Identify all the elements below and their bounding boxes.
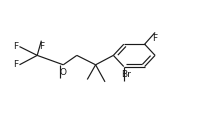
Text: Br: Br (121, 70, 131, 79)
Text: F: F (152, 34, 158, 43)
Text: F: F (39, 42, 44, 51)
Text: O: O (60, 68, 67, 77)
Text: F: F (13, 60, 18, 69)
Text: F: F (13, 42, 18, 51)
